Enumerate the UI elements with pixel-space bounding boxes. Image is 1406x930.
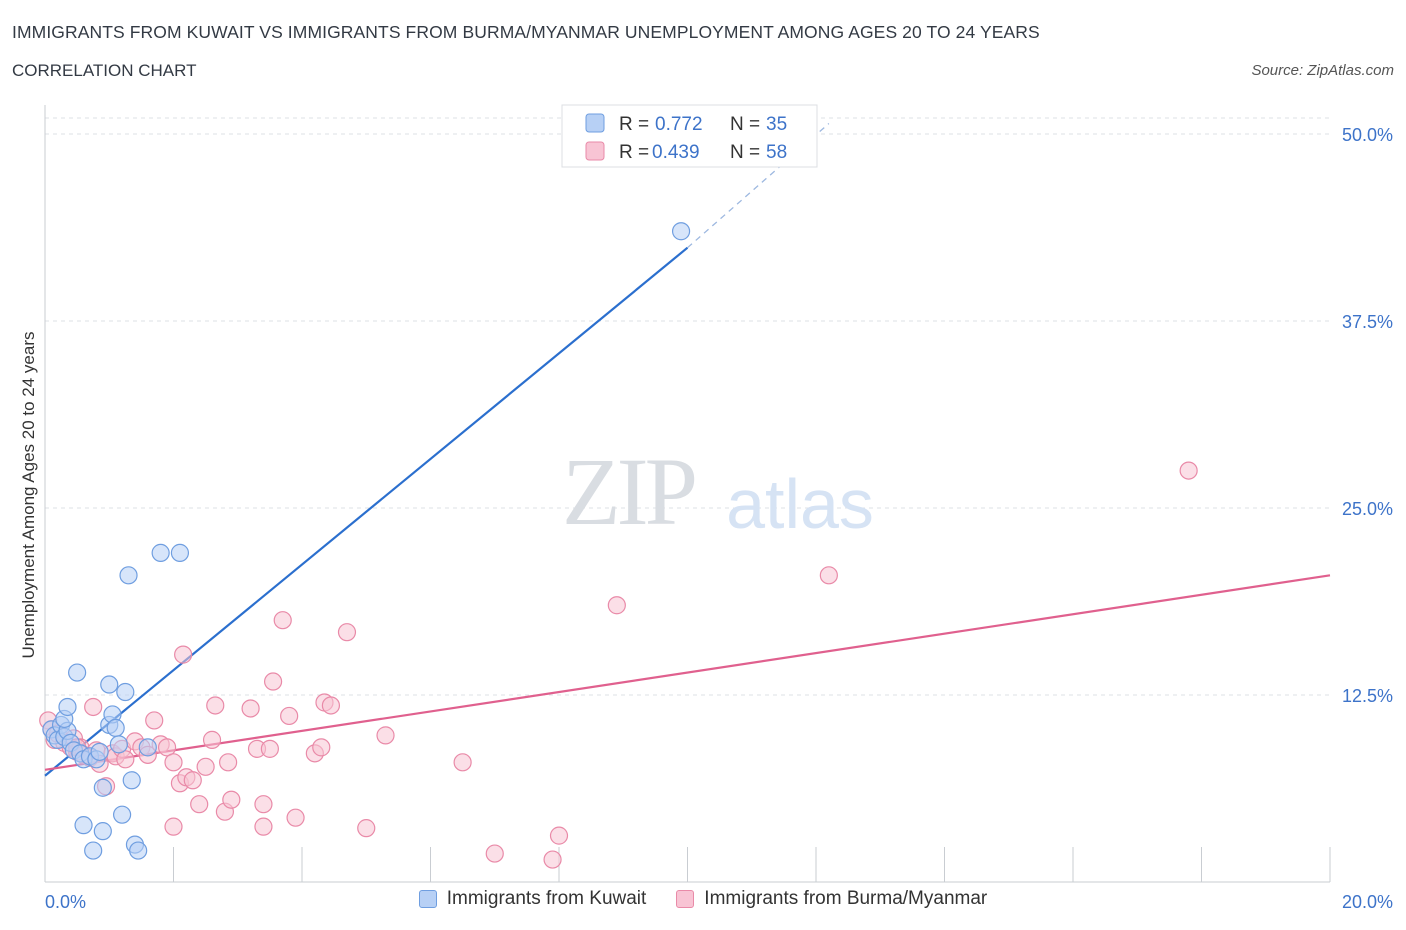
point-burma-36 bbox=[222, 790, 241, 809]
point-burma-52 bbox=[453, 753, 472, 772]
point-kuwait-24 bbox=[109, 735, 128, 754]
point-burma-35 bbox=[219, 753, 238, 772]
y-tick-label-1: 25.0% bbox=[1342, 499, 1393, 519]
point-burma-53 bbox=[485, 844, 504, 863]
point-burma-61 bbox=[254, 817, 273, 836]
point-burma-39 bbox=[254, 795, 273, 814]
legend-r-value-burma: 0.439 bbox=[652, 142, 700, 163]
point-kuwait-31 bbox=[138, 738, 157, 757]
grid-lines bbox=[45, 117, 1330, 696]
legend-n-label-burma: N = bbox=[730, 142, 765, 163]
point-burma-37 bbox=[241, 699, 260, 718]
point-kuwait-28 bbox=[122, 771, 141, 790]
point-kuwait-27 bbox=[119, 566, 138, 585]
point-burma-46 bbox=[312, 738, 331, 757]
point-burma-33 bbox=[206, 696, 225, 715]
legend-swatch-kuwait bbox=[585, 113, 605, 133]
chart-title: IMMIGRANTS FROM KUWAIT VS IMMIGRANTS FRO… bbox=[12, 22, 1040, 42]
point-burma-51 bbox=[376, 726, 395, 745]
point-burma-49 bbox=[337, 623, 357, 642]
point-burma-58 bbox=[1179, 461, 1198, 480]
legend-bottom: Immigrants from Kuwait Immigrants from B… bbox=[0, 888, 1406, 910]
point-burma-18 bbox=[116, 750, 135, 769]
point-burma-41 bbox=[263, 672, 283, 691]
trend-line-kuwait bbox=[44, 246, 689, 777]
data-points bbox=[39, 222, 1198, 869]
point-burma-11 bbox=[84, 697, 103, 717]
point-kuwait-15 bbox=[84, 841, 103, 860]
point-burma-56 bbox=[607, 596, 626, 615]
point-kuwait-10 bbox=[68, 663, 87, 682]
watermark-zip: ZIP bbox=[562, 438, 695, 545]
point-kuwait-32 bbox=[151, 543, 170, 562]
point-burma-32 bbox=[202, 730, 222, 749]
watermark-atlas: atlas bbox=[726, 465, 874, 543]
point-kuwait-25 bbox=[112, 805, 132, 824]
point-kuwait-33 bbox=[170, 543, 190, 562]
point-burma-48 bbox=[321, 696, 341, 715]
legend-n-label-kuwait: N = bbox=[730, 114, 765, 135]
x-tick-label-1: 20.0% bbox=[1342, 892, 1393, 912]
point-kuwait-19 bbox=[93, 822, 112, 841]
point-burma-55 bbox=[549, 826, 569, 845]
legend-swatch-burma bbox=[585, 141, 605, 161]
point-burma-24 bbox=[157, 738, 177, 757]
point-kuwait-8 bbox=[58, 697, 77, 717]
legend-n-value-burma: 58 bbox=[766, 142, 787, 163]
point-kuwait-26 bbox=[116, 682, 135, 702]
point-burma-54 bbox=[543, 850, 562, 869]
point-burma-60 bbox=[164, 817, 183, 836]
legend-item-burma: Immigrants from Burma/Myanmar bbox=[676, 888, 987, 910]
y-tick-label-3: 50.0% bbox=[1342, 125, 1393, 145]
point-burma-25 bbox=[164, 753, 183, 772]
legend-top: R = 0.772 N = 35 R = 0.439 N = 58 bbox=[561, 104, 818, 168]
legend-bottom-swatch-kuwait bbox=[418, 890, 437, 908]
point-kuwait-23 bbox=[106, 718, 125, 738]
y-axis-label: Unemployment Among Ages 20 to 24 years bbox=[19, 332, 38, 659]
x-tick-label-0: 0.0% bbox=[45, 892, 86, 912]
point-burma-31 bbox=[196, 757, 215, 776]
y-tick-label-0: 12.5% bbox=[1342, 686, 1393, 706]
point-kuwait-30 bbox=[129, 841, 148, 860]
legend-n-value-kuwait: 35 bbox=[766, 114, 787, 135]
trend-line-burma bbox=[44, 574, 1331, 771]
point-burma-29 bbox=[183, 771, 202, 790]
point-kuwait-34 bbox=[671, 222, 691, 241]
legend-r-label-kuwait: R = bbox=[619, 114, 654, 135]
legend-r-value-kuwait: 0.772 bbox=[655, 114, 703, 135]
point-burma-57 bbox=[819, 566, 838, 585]
point-kuwait-17 bbox=[90, 742, 109, 761]
point-burma-40 bbox=[260, 739, 279, 758]
point-burma-42 bbox=[273, 611, 292, 630]
legend-bottom-swatch-burma bbox=[676, 890, 695, 908]
watermark: ZIP atlas bbox=[562, 438, 874, 545]
chart-subtitle: CORRELATION CHART bbox=[12, 61, 197, 80]
tick-labels: 12.5% 25.0% 37.5% 50.0% 0.0% 20.0% bbox=[45, 125, 1393, 912]
point-burma-44 bbox=[286, 808, 305, 827]
point-kuwait-18 bbox=[93, 778, 112, 797]
legend-bottom-label-burma: Immigrants from Burma/Myanmar bbox=[704, 888, 988, 909]
axes bbox=[44, 105, 1331, 883]
point-burma-27 bbox=[174, 645, 193, 664]
legend-bottom-label-kuwait: Immigrants from Kuwait bbox=[446, 888, 647, 909]
point-burma-50 bbox=[357, 819, 376, 838]
legend-item-kuwait: Immigrants from Kuwait bbox=[418, 888, 647, 910]
point-kuwait-21 bbox=[100, 675, 119, 694]
point-kuwait-13 bbox=[74, 816, 93, 835]
point-burma-22 bbox=[145, 711, 164, 730]
point-burma-30 bbox=[190, 795, 209, 814]
point-burma-43 bbox=[280, 706, 299, 726]
y-tick-label-2: 37.5% bbox=[1342, 312, 1393, 332]
source-label: Source: ZipAtlas.com bbox=[1251, 62, 1394, 79]
legend-r-label-burma: R = bbox=[619, 142, 654, 163]
